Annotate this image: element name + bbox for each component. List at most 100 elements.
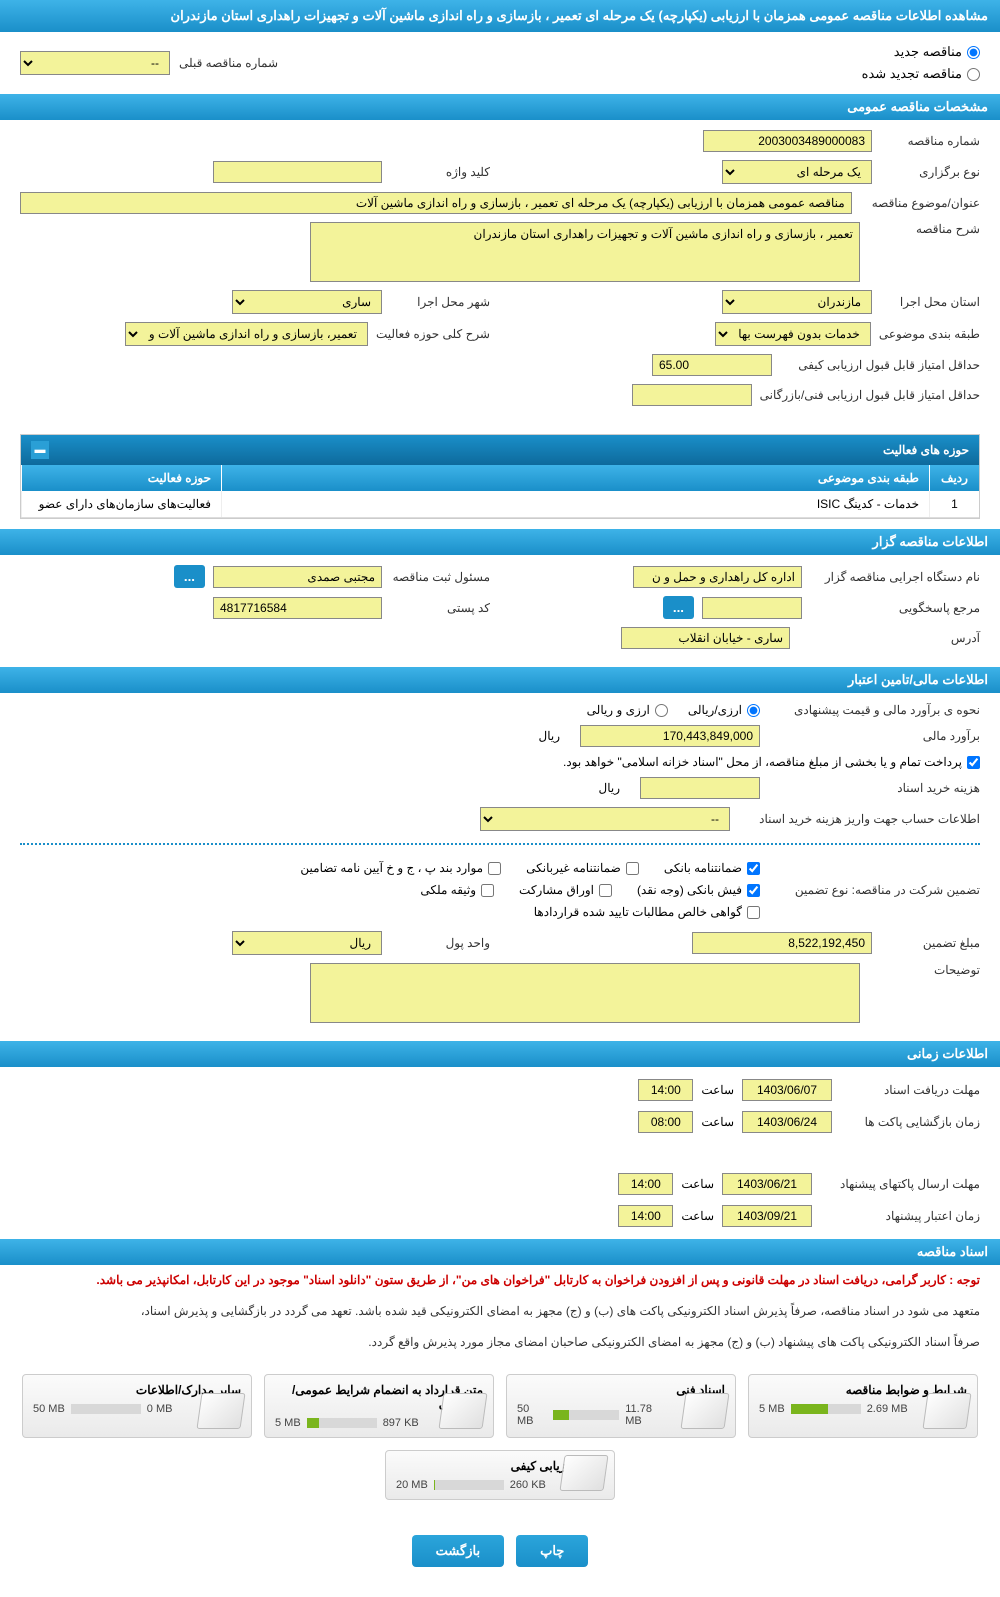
folder-icon xyxy=(559,1455,608,1491)
row-cat: خدمات - کدینگ ISIC xyxy=(221,491,929,517)
desc-textarea[interactable] xyxy=(310,222,860,282)
chk-regulations[interactable]: موارد بند پ ، ج و خ آیین نامه تضامین xyxy=(300,861,501,875)
timing-form: مهلت دریافت اسناد ساعت زمان بازگشایی پاک… xyxy=(0,1067,1000,1239)
doc-limit: 20 MB xyxy=(396,1479,428,1491)
doc-used: 897 KB xyxy=(383,1417,419,1429)
folder-icon xyxy=(922,1393,971,1429)
doc-used: 2.69 MB xyxy=(867,1403,908,1415)
agency-input[interactable] xyxy=(633,566,802,588)
subject-input[interactable] xyxy=(20,192,852,214)
postal-label: کد پستی xyxy=(390,601,490,615)
doc-deadline-date[interactable] xyxy=(742,1079,832,1101)
guarantee-notes-label: توضیحات xyxy=(880,963,980,977)
document-card[interactable]: اسناد ارزیابی کیفی 20 MB 260 KB xyxy=(385,1450,615,1500)
currency-unit-select[interactable]: ریال xyxy=(232,931,382,955)
doc-used: 11.78 MB xyxy=(625,1403,669,1427)
activity-area-select[interactable]: تعمیر، بازسازی و راه اندازی ماشین آلات و xyxy=(125,322,368,346)
validity-time[interactable] xyxy=(618,1205,673,1227)
doc-meta: 5 MB 2.69 MB xyxy=(759,1403,911,1415)
chk-bank-guarantee[interactable]: ضمانتنامه بانکی xyxy=(664,861,760,875)
col-cat-header: طبقه بندی موضوعی xyxy=(221,465,929,491)
send-deadline-date[interactable] xyxy=(722,1173,812,1195)
document-card[interactable]: سایر مدارک/اطلاعات 50 MB 0 MB xyxy=(22,1374,252,1438)
responder-input[interactable] xyxy=(702,597,802,619)
send-deadline-label: مهلت ارسال پاکتهای پیشنهاد xyxy=(820,1177,980,1191)
min-qual-label: حداقل امتیاز قابل قبول ارزیابی کیفی xyxy=(780,358,980,372)
subject-label: عنوان/موضوع مناقصه xyxy=(872,196,980,210)
chk-securities[interactable]: اوراق مشارکت xyxy=(519,883,612,897)
category-label: طبقه بندی موضوعی xyxy=(879,327,980,341)
send-deadline-time[interactable] xyxy=(618,1173,673,1195)
back-button[interactable]: بازگشت xyxy=(412,1535,504,1567)
estimate-input[interactable] xyxy=(580,725,760,747)
chk-receivables[interactable]: گواهی خالص مطالبات تایید شده قراردادها xyxy=(534,905,760,919)
document-card[interactable]: اسناد فنی 50 MB 11.78 MB xyxy=(506,1374,736,1438)
doc-meta: 50 MB 11.78 MB xyxy=(517,1403,669,1427)
activities-header-row: ردیف طبقه بندی موضوعی حوزه فعالیت xyxy=(21,465,979,491)
folder-icon xyxy=(680,1393,729,1429)
open-date[interactable] xyxy=(742,1111,832,1133)
doc-used: 260 KB xyxy=(510,1479,546,1491)
time-label-2: ساعت xyxy=(701,1115,734,1129)
tender-type-select[interactable]: یک مرحله ای xyxy=(722,160,872,184)
col-idx-header: ردیف xyxy=(929,465,979,491)
keyword-input[interactable] xyxy=(213,161,382,183)
radio-renewed-label: مناقصه تجدید شده xyxy=(862,66,962,82)
province-select[interactable]: مازندران xyxy=(722,290,872,314)
financial-form: نحوه ی برآورد مالی و قیمت پیشنهادی ارزی/… xyxy=(0,693,1000,1041)
doc-account-select[interactable]: -- xyxy=(480,807,730,831)
tender-no-label: شماره مناقصه xyxy=(880,134,980,148)
page-title: مشاهده اطلاعات مناقصه عمومی همزمان با ار… xyxy=(171,8,988,23)
address-label: آدرس xyxy=(810,631,980,645)
doc-account-label: اطلاعات حساب جهت واریز هزینه خرید اسناد xyxy=(750,812,980,826)
document-card[interactable]: شرایط و ضوابط مناقصه 5 MB 2.69 MB xyxy=(748,1374,978,1438)
category-select[interactable]: خدمات بدون فهرست بها xyxy=(715,322,871,346)
activities-title: حوزه های فعالیت xyxy=(883,443,969,457)
min-qual-input[interactable] xyxy=(652,354,772,376)
doc-limit: 50 MB xyxy=(517,1403,547,1427)
open-label: زمان بازگشایی پاکت ها xyxy=(840,1115,980,1129)
radio-currency[interactable]: ارزی و ریالی xyxy=(587,703,668,717)
document-card[interactable]: متن قرارداد به انضمام شرایط عمومی/خصوصی … xyxy=(264,1374,494,1438)
address-input[interactable] xyxy=(621,627,790,649)
doc-deadline-time[interactable] xyxy=(638,1079,693,1101)
doc-cost-label: هزینه خرید اسناد xyxy=(780,781,980,795)
validity-date[interactable] xyxy=(722,1205,812,1227)
prev-tender-select[interactable]: -- xyxy=(20,51,170,75)
treasury-checkbox[interactable]: پرداخت تمام و یا بخشی از مبلغ مناقصه، از… xyxy=(563,755,980,769)
radio-new-tender[interactable]: مناقصه جدید xyxy=(862,44,980,60)
registrar-input[interactable] xyxy=(213,566,382,588)
general-form: شماره مناقصه نوع برگزاری یک مرحله ای کلی… xyxy=(0,120,1000,424)
doc-cost-input[interactable] xyxy=(640,777,760,799)
estimate-method-label: نحوه ی برآورد مالی و قیمت پیشنهادی xyxy=(780,703,980,717)
financial-section-header: اطلاعات مالی/تامین اعتبار xyxy=(0,667,1000,693)
guarantee-amount-input[interactable] xyxy=(692,932,872,954)
doc-limit: 5 MB xyxy=(275,1417,301,1429)
chk-nonbank[interactable]: ضمانتنامه غیربانکی xyxy=(526,861,639,875)
chk-cash[interactable]: فیش بانکی (وجه نقد) xyxy=(637,883,760,897)
radio-renewed-tender[interactable]: مناقصه تجدید شده xyxy=(862,66,980,82)
postal-input[interactable] xyxy=(213,597,382,619)
radio-renewed-input[interactable] xyxy=(967,68,980,81)
open-time[interactable] xyxy=(638,1111,693,1133)
estimate-label: برآورد مالی xyxy=(780,729,980,743)
folder-icon xyxy=(438,1393,487,1429)
province-label: استان محل اجرا xyxy=(880,295,980,309)
previous-tender-wrap: شماره مناقصه قبلی -- xyxy=(20,51,278,75)
doc-meta: 50 MB 0 MB xyxy=(33,1403,185,1415)
print-button[interactable]: چاپ xyxy=(516,1535,588,1567)
organizer-form: نام دستگاه اجرایی مناقصه گزار مسئول ثبت … xyxy=(0,555,1000,667)
radio-rial[interactable]: ارزی/ریالی xyxy=(688,703,760,717)
responder-lookup-button[interactable]: ... xyxy=(663,596,694,619)
col-area-header: حوزه فعالیت xyxy=(21,465,221,491)
radio-new-input[interactable] xyxy=(967,46,980,59)
city-select[interactable]: ساری xyxy=(232,290,382,314)
guarantee-type-label: تضمین شرکت در مناقصه: نوع تضمین xyxy=(780,883,980,897)
time-label-3: ساعت xyxy=(681,1177,714,1191)
chk-property[interactable]: وثیقه ملکی xyxy=(420,883,494,897)
collapse-icon[interactable]: ▬ xyxy=(31,441,49,459)
min-tech-input[interactable] xyxy=(632,384,752,406)
guarantee-notes-textarea[interactable] xyxy=(310,963,860,1023)
registrar-lookup-button[interactable]: ... xyxy=(174,565,205,588)
tender-no-field xyxy=(703,130,872,152)
